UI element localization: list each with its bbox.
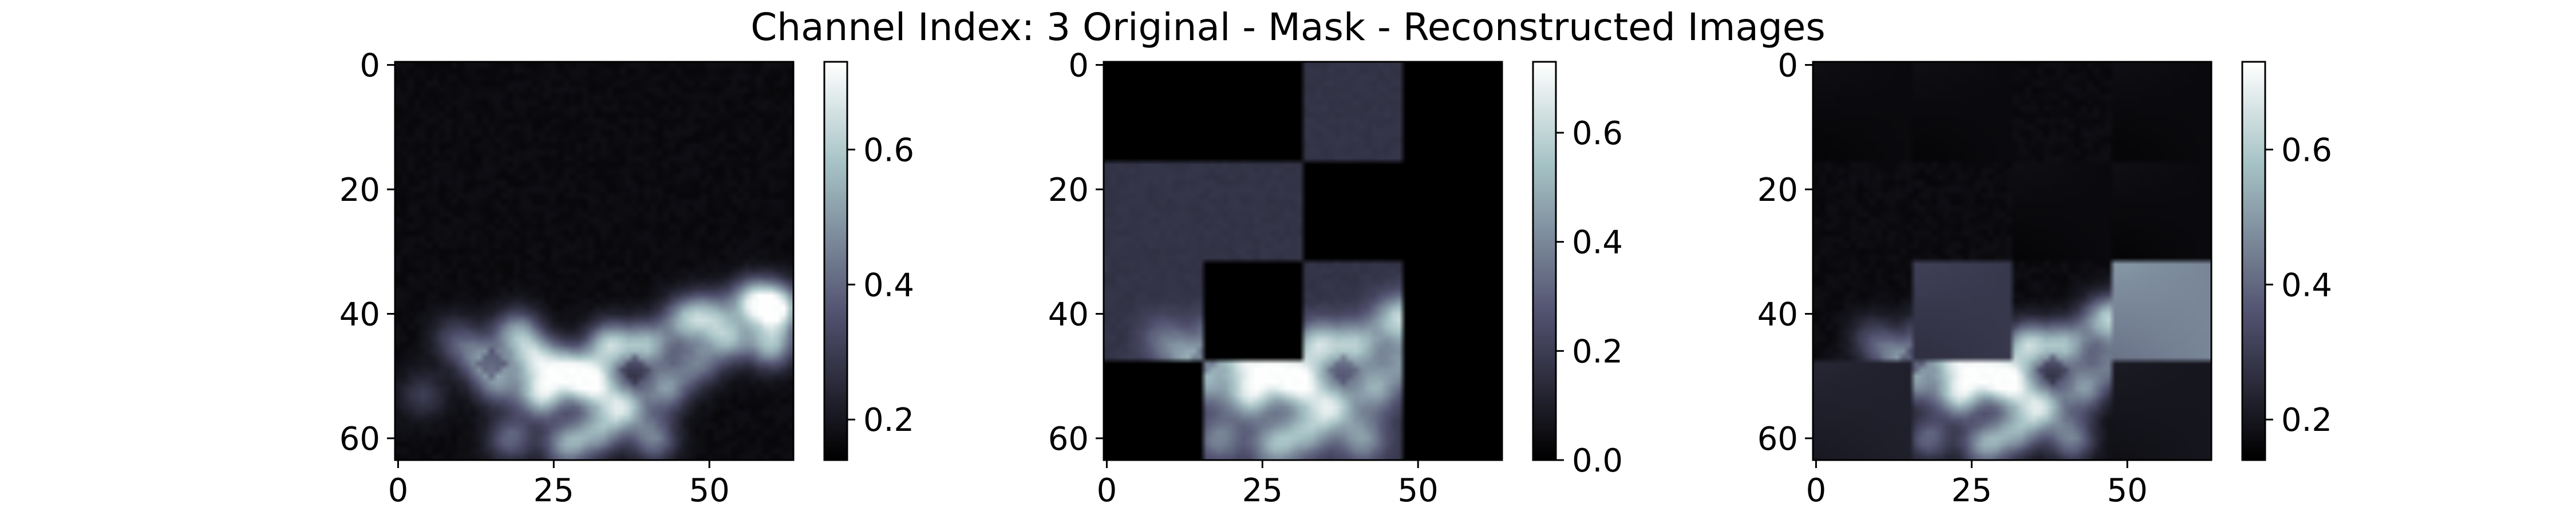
reconstructed-colorbar-frame [2241, 61, 2266, 461]
reconstructed-y-tick-label: 20 [1757, 172, 1798, 209]
panel-reconstructed: 0 25 50 0 20 40 60 0.2 0.4 0.6 [1757, 47, 2332, 509]
reconstructed-axes-frame [1812, 61, 2212, 461]
original-heatmap-image [395, 62, 793, 460]
mask-y-tick-label: 40 [1048, 296, 1089, 333]
original-y-tick-label: 60 [339, 421, 380, 458]
mask-colorbar-gradient [1533, 62, 1556, 460]
reconstructed-colorbar-gradient [2242, 62, 2265, 460]
reconstructed-y-tick-label: 60 [1757, 421, 1798, 458]
mask-colorbar-tick-label: 0.2 [1572, 333, 1623, 370]
mask-x-tick-label: 25 [1242, 472, 1283, 509]
reconstructed-colorbar-tick-label: 0.6 [2281, 132, 2332, 169]
reconstructed-y-tick-label: 0 [1777, 47, 1798, 84]
original-axes-frame [394, 61, 795, 461]
reconstructed-heatmap-image [1813, 62, 2211, 460]
original-colorbar-tick-label: 0.4 [863, 267, 914, 304]
mask-colorbar-frame [1532, 61, 1557, 461]
panel-original: 0 25 50 0 20 40 60 0.2 0.4 0.6 [339, 47, 914, 509]
reconstructed-x-tick-label: 0 [1806, 472, 1827, 509]
original-y-tick-label: 0 [359, 47, 380, 84]
mask-x-tick-label: 50 [1398, 472, 1439, 509]
original-x-tick-label: 25 [534, 472, 574, 509]
original-colorbar-gradient [824, 62, 847, 460]
original-x-tick-label: 50 [689, 472, 730, 509]
reconstructed-y-tick-label: 40 [1757, 296, 1798, 333]
mask-x-tick-label: 0 [1097, 472, 1117, 509]
reconstructed-x-tick-label: 50 [2107, 472, 2148, 509]
reconstructed-colorbar-tick-label: 0.4 [2281, 267, 2332, 304]
original-colorbar-tick-label: 0.2 [863, 402, 914, 439]
mask-y-tick-label: 60 [1048, 421, 1089, 458]
original-x-tick-label: 0 [388, 472, 409, 509]
mask-colorbar-tick-label: 0.6 [1572, 115, 1623, 152]
original-y-tick-label: 20 [339, 172, 380, 209]
mask-heatmap-image [1104, 62, 1502, 460]
figure-title: Channel Index: 3 Original - Mask - Recon… [750, 5, 1826, 49]
original-y-tick-label: 40 [339, 296, 380, 333]
panel-mask: 0 25 50 0 20 40 60 0.0 0.2 0.4 0.6 [1048, 47, 1623, 509]
reconstructed-colorbar-tick-label: 0.2 [2281, 402, 2332, 439]
mask-colorbar-tick-label: 0.4 [1572, 224, 1623, 262]
mask-axes-frame [1103, 61, 1503, 461]
mask-y-tick-label: 0 [1068, 47, 1089, 84]
original-colorbar-tick-label: 0.6 [863, 132, 914, 169]
mask-colorbar-tick-label: 0.0 [1572, 442, 1623, 480]
reconstructed-x-tick-label: 25 [1951, 472, 1992, 509]
original-colorbar-frame [823, 61, 848, 461]
mask-y-tick-label: 20 [1048, 172, 1089, 209]
